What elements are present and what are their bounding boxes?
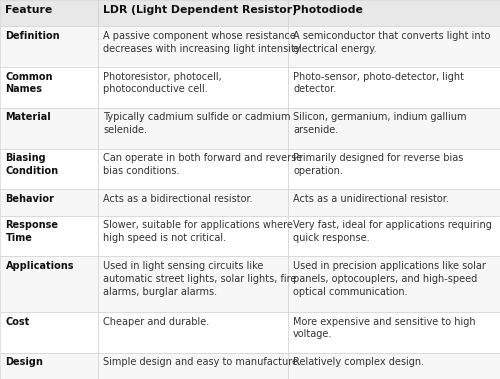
Bar <box>98 216 288 257</box>
Bar <box>288 257 500 312</box>
Text: Used in light sensing circuits like
automatic street lights, solar lights, fire
: Used in light sensing circuits like auto… <box>103 261 296 297</box>
Text: Can operate in both forward and reverse
bias conditions.: Can operate in both forward and reverse … <box>103 153 302 176</box>
Text: Definition: Definition <box>6 31 60 41</box>
Text: Photodiode: Photodiode <box>293 5 363 14</box>
Bar <box>0 190 98 216</box>
Text: Photo-sensor, photo-detector, light
detector.: Photo-sensor, photo-detector, light dete… <box>293 72 464 94</box>
Bar <box>288 0 500 26</box>
Bar <box>0 0 98 26</box>
Text: Slower, suitable for applications where
high speed is not critical.: Slower, suitable for applications where … <box>103 220 293 243</box>
Bar <box>0 108 98 149</box>
Text: A passive component whose resistance
decreases with increasing light intensity.: A passive component whose resistance dec… <box>103 31 302 53</box>
Bar <box>0 312 98 353</box>
Bar <box>98 108 288 149</box>
Bar <box>0 67 98 108</box>
Text: Cost: Cost <box>6 316 30 327</box>
Text: Acts as a unidirectional resistor.: Acts as a unidirectional resistor. <box>293 194 449 204</box>
Bar <box>288 108 500 149</box>
Bar <box>98 67 288 108</box>
Text: Acts as a bidirectional resistor.: Acts as a bidirectional resistor. <box>103 194 253 204</box>
Bar <box>288 190 500 216</box>
Bar <box>288 312 500 353</box>
Bar <box>288 26 500 67</box>
Bar <box>288 353 500 379</box>
Bar <box>98 190 288 216</box>
Text: Cheaper and durable.: Cheaper and durable. <box>103 316 209 327</box>
Text: Design: Design <box>6 357 44 367</box>
Bar <box>98 26 288 67</box>
Bar <box>98 0 288 26</box>
Text: Photoresistor, photocell,
photoconductive cell.: Photoresistor, photocell, photoconductiv… <box>103 72 222 94</box>
Text: LDR (Light Dependent Resistor): LDR (Light Dependent Resistor) <box>103 5 297 14</box>
Bar <box>98 149 288 190</box>
Text: Applications: Applications <box>6 261 74 271</box>
Bar <box>0 353 98 379</box>
Text: More expensive and sensitive to high
voltage.: More expensive and sensitive to high vol… <box>293 316 476 340</box>
Text: Common
Names: Common Names <box>6 72 53 94</box>
Bar <box>0 149 98 190</box>
Text: Typically cadmium sulfide or cadmium
selenide.: Typically cadmium sulfide or cadmium sel… <box>103 113 290 135</box>
Text: Material: Material <box>6 113 52 122</box>
Text: Behavior: Behavior <box>6 194 54 204</box>
Bar <box>288 149 500 190</box>
Text: Simple design and easy to manufacture.: Simple design and easy to manufacture. <box>103 357 301 367</box>
Bar <box>98 353 288 379</box>
Text: Primarily designed for reverse bias
operation.: Primarily designed for reverse bias oper… <box>293 153 464 176</box>
Text: Feature: Feature <box>6 5 53 14</box>
Bar <box>98 312 288 353</box>
Text: A semiconductor that converts light into
electrical energy.: A semiconductor that converts light into… <box>293 31 490 53</box>
Bar <box>288 216 500 257</box>
Text: Response
Time: Response Time <box>6 220 59 243</box>
Text: Used in precision applications like solar
panels, optocouplers, and high-speed
o: Used in precision applications like sola… <box>293 261 486 297</box>
Bar <box>288 67 500 108</box>
Text: Very fast, ideal for applications requiring
quick response.: Very fast, ideal for applications requir… <box>293 220 492 243</box>
Bar <box>0 26 98 67</box>
Bar <box>0 216 98 257</box>
Bar <box>98 257 288 312</box>
Text: Relatively complex design.: Relatively complex design. <box>293 357 424 367</box>
Text: Biasing
Condition: Biasing Condition <box>6 153 59 176</box>
Bar <box>0 257 98 312</box>
Text: Silicon, germanium, indium gallium
arsenide.: Silicon, germanium, indium gallium arsen… <box>293 113 467 135</box>
